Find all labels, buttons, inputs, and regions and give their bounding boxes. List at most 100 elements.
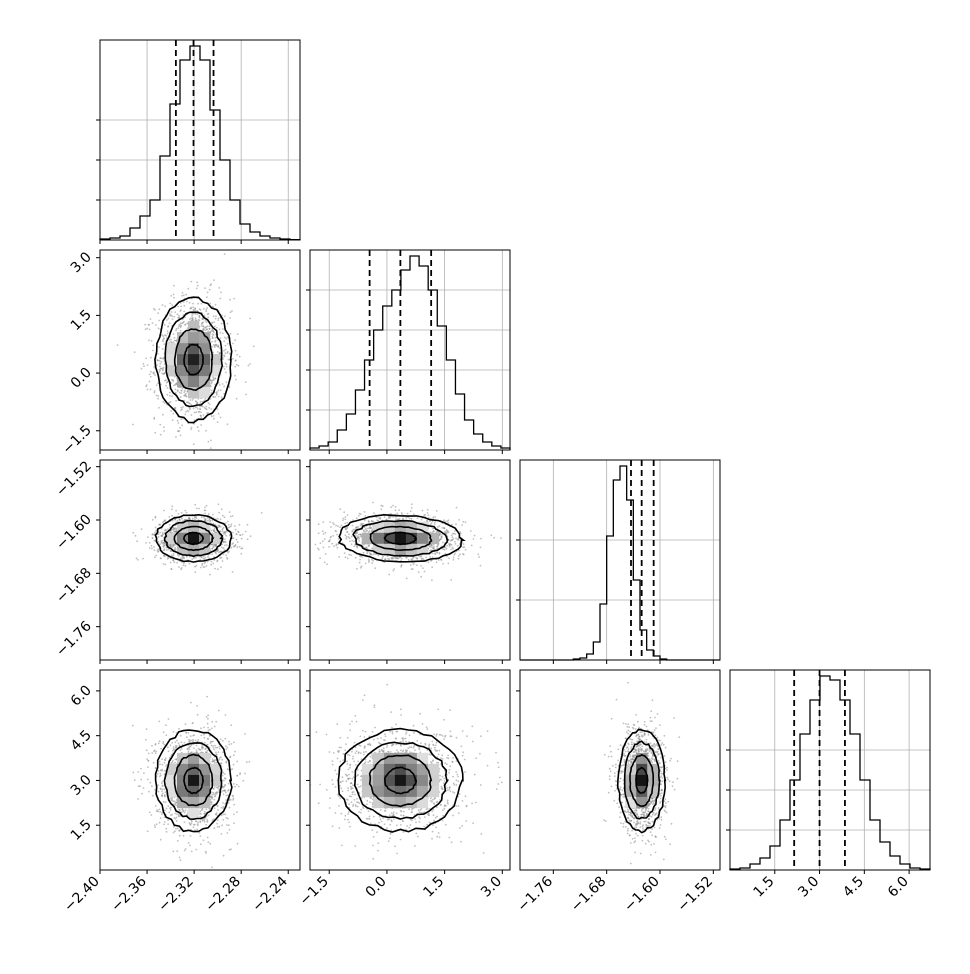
sample-point <box>150 376 152 378</box>
sample-point <box>220 417 222 419</box>
sample-point <box>186 512 188 514</box>
sample-point <box>261 512 263 514</box>
sample-point <box>179 427 181 429</box>
sample-point <box>323 533 325 535</box>
sample-point <box>253 346 255 348</box>
sample-point <box>477 554 479 556</box>
sample-point <box>214 568 216 570</box>
sample-point <box>458 519 460 521</box>
sample-point <box>153 392 155 394</box>
sample-point <box>173 294 175 296</box>
sample-point <box>411 507 413 509</box>
sample-point <box>150 814 152 816</box>
sample-point <box>374 567 376 569</box>
sample-point <box>227 423 229 425</box>
sample-point <box>420 576 422 578</box>
sample-point <box>163 731 165 733</box>
sample-point <box>232 358 234 360</box>
sample-point <box>189 845 191 847</box>
sample-point <box>217 518 219 520</box>
sample-point <box>194 571 196 573</box>
sample-point <box>471 545 473 547</box>
sample-point <box>207 561 209 563</box>
sample-point <box>338 538 340 540</box>
sample-point <box>318 523 320 525</box>
sample-point <box>157 551 159 553</box>
sample-point <box>480 565 482 567</box>
sample-point <box>443 519 445 521</box>
scatter-panel-1-2 <box>288 460 510 660</box>
sample-point <box>368 560 370 562</box>
sample-point <box>157 398 159 400</box>
sample-point <box>170 295 172 297</box>
sample-point <box>154 549 156 551</box>
sample-point <box>331 543 333 545</box>
sample-point <box>390 506 392 508</box>
sample-point <box>173 832 175 834</box>
sample-point <box>237 541 239 543</box>
sample-point <box>245 381 247 383</box>
histogram-panel-2 <box>516 460 720 660</box>
sample-point <box>163 426 165 428</box>
sample-point <box>217 819 219 821</box>
sample-point <box>155 324 157 326</box>
sample-point <box>217 421 219 423</box>
sample-point <box>322 530 324 532</box>
sample-point <box>236 784 238 786</box>
sample-point <box>451 524 453 526</box>
sample-point <box>325 553 327 555</box>
sample-point <box>195 849 197 851</box>
sample-point <box>193 443 195 445</box>
sample-point <box>210 564 212 566</box>
sample-point <box>230 547 232 549</box>
sample-point <box>160 524 162 526</box>
sample-point <box>197 714 199 716</box>
sample-point <box>160 839 162 841</box>
sample-point <box>150 357 152 359</box>
sample-point <box>206 505 208 507</box>
sample-point <box>463 543 465 545</box>
panel-background <box>100 40 300 240</box>
sample-point <box>337 547 339 549</box>
sample-point <box>410 510 412 512</box>
sample-point <box>329 539 331 541</box>
sample-point <box>395 506 397 508</box>
sample-point <box>212 514 214 516</box>
sample-point <box>455 523 457 525</box>
sample-point <box>152 372 154 374</box>
sample-point <box>164 402 166 404</box>
sample-point <box>323 547 325 549</box>
sample-point <box>230 523 232 525</box>
sample-point <box>347 514 349 516</box>
sample-point <box>200 843 202 845</box>
sample-point <box>183 564 185 566</box>
sample-point <box>136 557 138 559</box>
sample-point <box>427 509 429 511</box>
sample-point <box>147 536 149 538</box>
sample-point <box>236 398 238 400</box>
sample-point <box>176 850 178 852</box>
sample-point <box>241 538 243 540</box>
sample-point <box>155 751 157 753</box>
sample-point <box>137 798 139 800</box>
sample-point <box>249 363 251 365</box>
sample-point <box>355 557 357 559</box>
sample-point <box>146 728 148 730</box>
sample-point <box>198 430 200 432</box>
sample-point <box>450 579 452 581</box>
sample-point <box>158 743 160 745</box>
sample-point <box>162 414 164 416</box>
sample-point <box>216 560 218 562</box>
sample-point <box>197 426 199 428</box>
sample-point <box>194 504 196 506</box>
sample-point <box>346 522 348 524</box>
sample-point <box>148 791 150 793</box>
sample-point <box>341 524 343 526</box>
sample-point <box>231 310 233 312</box>
sample-point <box>438 559 440 561</box>
sample-point <box>207 292 209 294</box>
sample-point <box>359 559 361 561</box>
sample-point <box>428 561 430 563</box>
sample-point <box>157 312 159 314</box>
sample-point <box>147 830 149 832</box>
